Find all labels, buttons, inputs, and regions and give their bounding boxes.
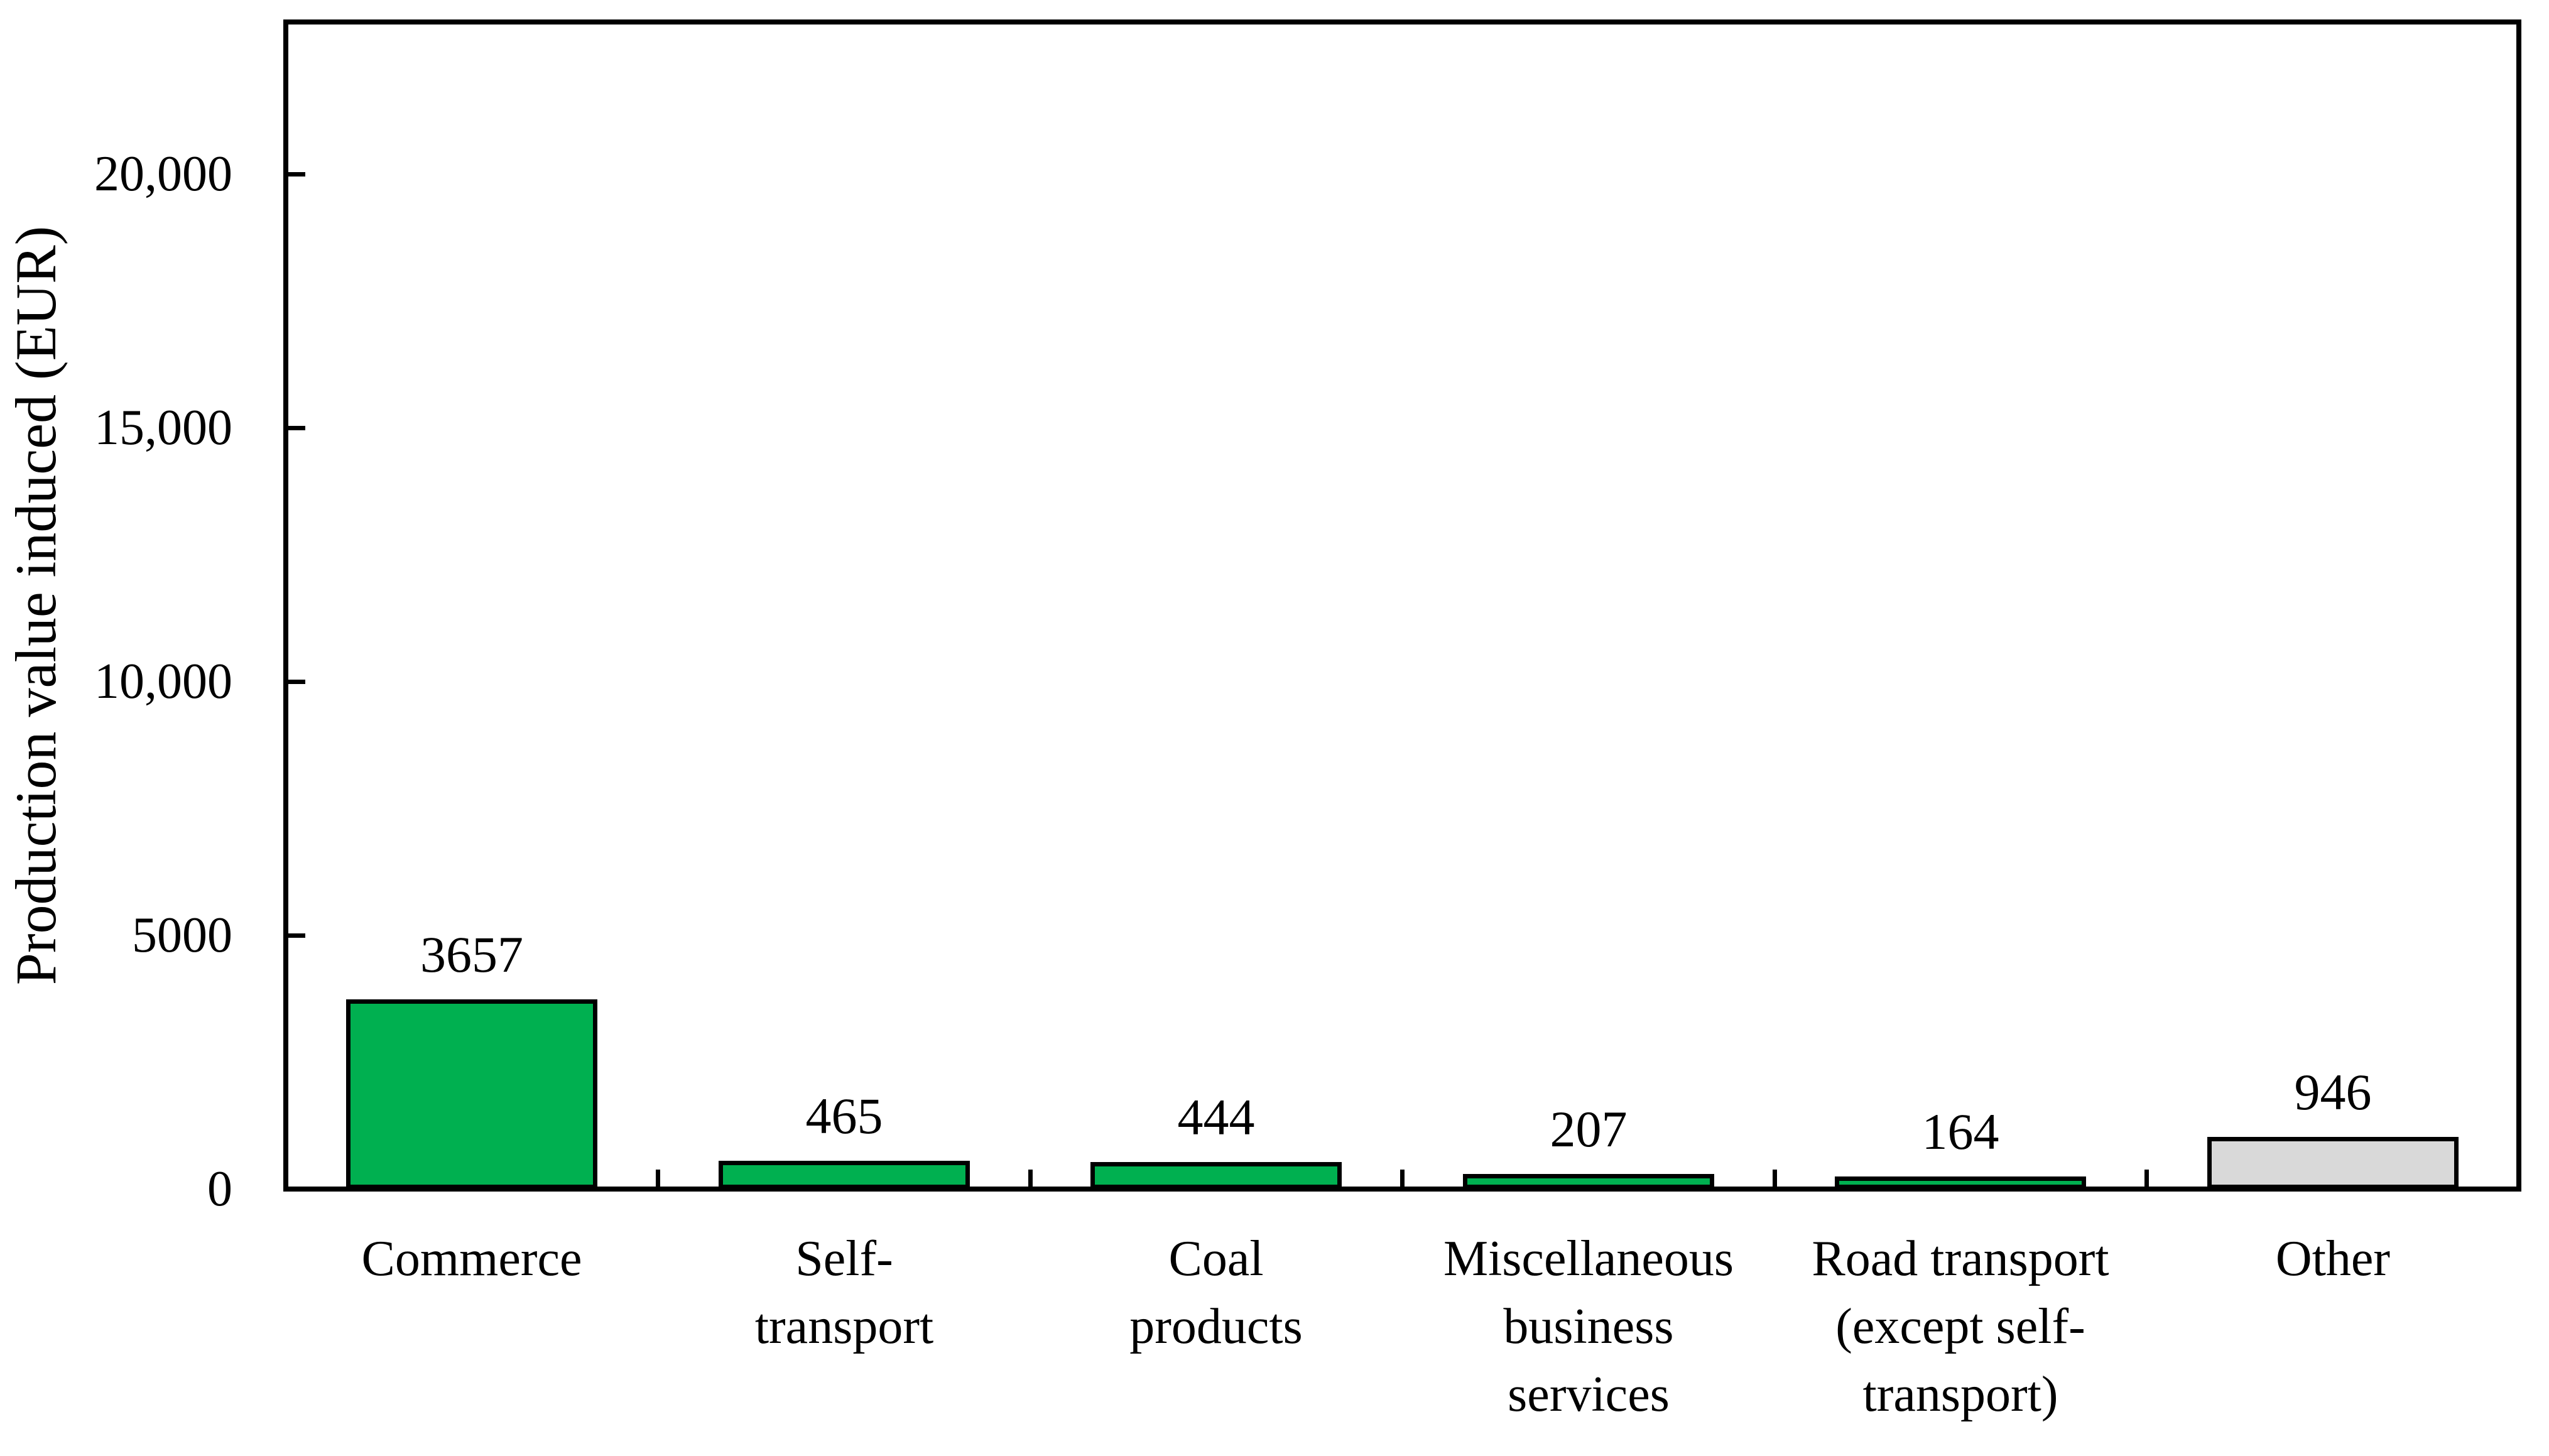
y-tick [288,933,305,938]
category-tick [1773,1170,1777,1187]
y-tick-label: 10,000 [94,654,232,709]
y-tick-label: 5000 [132,908,232,963]
category-tick [1400,1170,1405,1187]
bar-value-label: 207 [1550,1100,1628,1158]
bar [2207,1137,2459,1189]
category-tick [656,1170,660,1187]
category-label: Commerce [361,1231,582,1286]
bar [1835,1176,2086,1189]
bar-value-label: 164 [1921,1103,1999,1160]
y-tick [288,1187,305,1192]
category-label: Self- transport [754,1231,934,1354]
y-tick [288,172,305,177]
y-tick [288,680,305,684]
y-tick-label: 20,000 [94,146,232,202]
category-label: Coal products [1129,1231,1303,1354]
y-tick [288,426,305,430]
bar [1463,1174,1714,1189]
y-tick-label: 15,000 [94,400,232,455]
category-tick [2144,1170,2149,1187]
bar [719,1161,970,1189]
category-label: Road transport (except self- transport) [1812,1231,2109,1422]
bar [346,999,597,1189]
plot-area [283,19,2521,1192]
category-tick [1028,1170,1033,1187]
bar-value-label: 465 [805,1087,883,1144]
bar-value-label: 444 [1177,1089,1255,1146]
bar [1090,1162,1342,1189]
bar-value-label: 3657 [420,926,523,983]
bar-value-label: 946 [2294,1063,2372,1121]
category-label: Other [2275,1231,2391,1286]
y-tick-label: 0 [207,1161,232,1217]
category-label: Miscellaneous business services [1443,1231,1734,1422]
